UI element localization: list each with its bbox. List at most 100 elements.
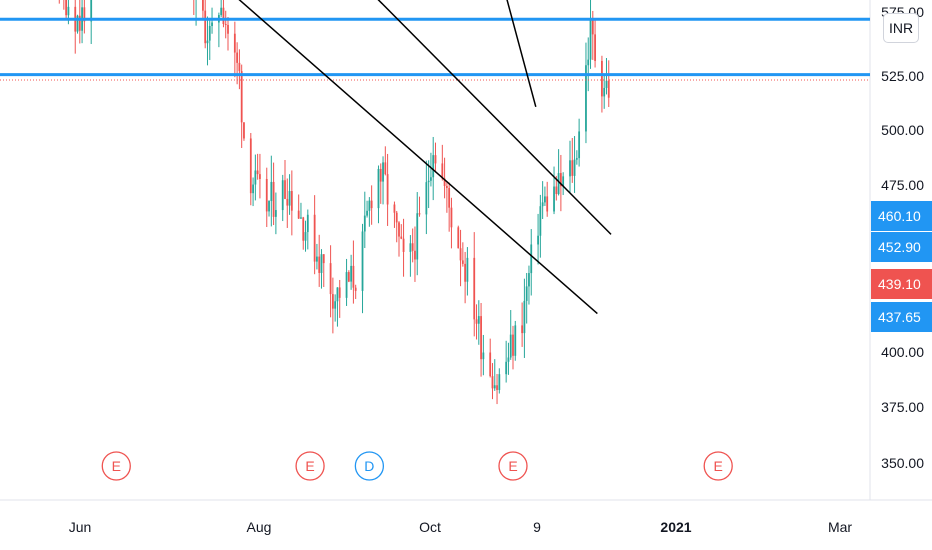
candle-body (284, 180, 286, 199)
candle-body (562, 176, 565, 187)
candle-body (281, 180, 284, 211)
candle-body (414, 250, 416, 260)
price-tag-label: 452.90 (878, 239, 921, 255)
candle-body (322, 254, 325, 264)
candle-body (336, 287, 339, 302)
candle-body (491, 376, 494, 389)
candle-body (398, 222, 400, 237)
currency-button[interactable]: INR (883, 13, 919, 43)
candle-body (361, 231, 364, 291)
candle-body (573, 159, 576, 176)
candle-body (587, 59, 590, 66)
candle-body (254, 170, 257, 185)
candle-body (523, 300, 526, 334)
level-price-tag (871, 232, 932, 262)
candle-body (65, 0, 68, 16)
candle-body (268, 201, 270, 212)
candle-body (498, 374, 501, 390)
price-tag-label: 439.10 (878, 276, 921, 292)
candle-body (496, 385, 498, 390)
event-marker-label: D (364, 458, 374, 474)
candle-body (457, 227, 460, 249)
candle-body (402, 238, 405, 252)
level-price-tag (871, 201, 932, 231)
candle-body (368, 200, 371, 211)
candle-body (286, 198, 289, 206)
candle-body (320, 254, 323, 273)
candle-body (370, 200, 373, 209)
candle-body (475, 319, 478, 324)
price-tick-label: 400.00 (881, 344, 924, 360)
earnings-event-marker (101, 451, 131, 481)
candle-body (539, 206, 542, 236)
event-marker-label: E (112, 458, 121, 474)
candle-body (555, 186, 558, 195)
time-tick-label: Oct (419, 519, 441, 535)
candle-body (329, 263, 332, 295)
candle-body (441, 163, 444, 179)
candle-body (350, 265, 353, 282)
candle-body (288, 191, 291, 206)
candle-body (585, 65, 587, 132)
candle-body (544, 196, 546, 203)
candle-body (386, 174, 389, 205)
candle-body (204, 10, 207, 44)
candle-body (434, 155, 437, 164)
candle-body (575, 158, 578, 160)
earnings-event-marker (498, 451, 528, 481)
candle-body (313, 214, 316, 262)
candle-body (418, 213, 421, 215)
candle-body (363, 215, 366, 232)
trendline (377, 0, 612, 235)
candle-body (509, 334, 512, 358)
candle-body (352, 265, 355, 288)
candle-body (316, 256, 318, 262)
candles-group (58, 0, 610, 405)
price-tick-label: 475.00 (881, 177, 924, 193)
candle-body (559, 173, 562, 187)
dividend-event-marker (354, 451, 385, 481)
candle-body (76, 15, 79, 32)
candle-body (541, 202, 544, 207)
candle-body (256, 170, 259, 175)
candle-body (377, 168, 380, 209)
candle-body (466, 257, 469, 282)
candle-body (411, 243, 414, 251)
candle-body (270, 181, 273, 202)
earnings-event-marker (295, 451, 325, 481)
candle-body (331, 294, 334, 309)
candle-body (227, 24, 229, 34)
candle-body (603, 87, 606, 97)
candle-body (83, 7, 86, 22)
candle-body (395, 212, 398, 223)
candle-body (409, 243, 412, 252)
event-marker-label: E (714, 458, 723, 474)
candle-body (512, 334, 514, 356)
candle-body (393, 204, 396, 213)
candle-body (557, 173, 560, 195)
candle-body (347, 272, 350, 282)
candle-body (528, 273, 530, 287)
candle-body (480, 316, 482, 360)
candle-body (430, 177, 432, 181)
candle-body (382, 162, 384, 182)
candle-body (489, 352, 492, 377)
candle-body (233, 33, 236, 53)
candle-body (432, 155, 435, 178)
candle-body (450, 207, 453, 228)
candle-body (571, 160, 574, 176)
price-tag-label: 437.65 (878, 309, 921, 325)
price-tick-label: 375.00 (881, 399, 924, 415)
candle-body (605, 80, 608, 88)
price-tag-label: 460.10 (878, 208, 921, 224)
candle-body (607, 80, 610, 98)
candle-body (222, 7, 225, 24)
candle-body (505, 361, 508, 375)
candle-body (601, 60, 603, 97)
candle-body (236, 52, 239, 63)
candle-body (530, 244, 533, 274)
price-tick-label: 525.00 (881, 68, 924, 84)
candle-body (477, 316, 480, 324)
